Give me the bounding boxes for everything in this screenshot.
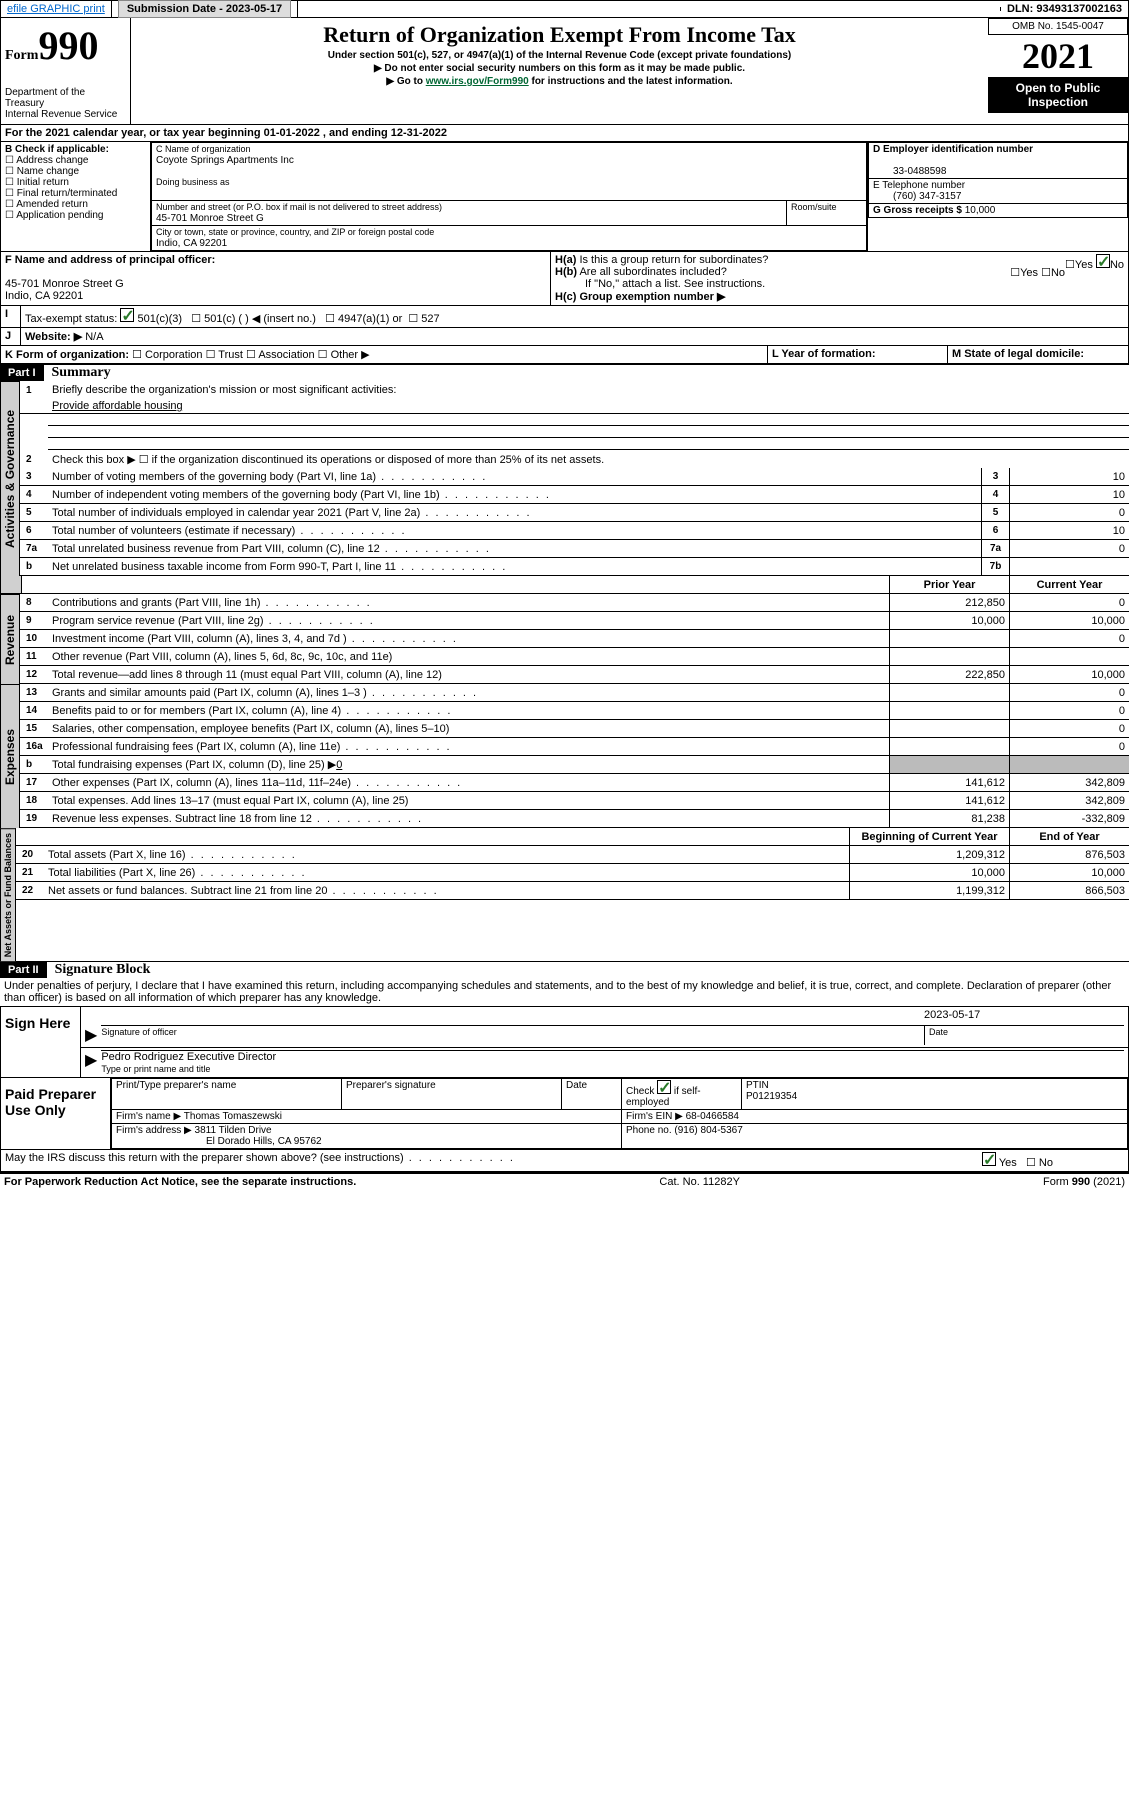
org-city: Indio, CA 92201: [156, 238, 227, 249]
top-bar: efile GRAPHIC print Submission Date - 20…: [0, 0, 1129, 18]
sign-here-block: Sign Here 2023-05-17 ▶Signature of offic…: [0, 1007, 1129, 1078]
dln-value: 93493137002163: [1036, 3, 1122, 15]
form-title: Return of Organization Exempt From Incom…: [135, 22, 984, 48]
open-public-badge: Open to Public Inspection: [988, 77, 1128, 113]
sig-date-value: 2023-05-17: [924, 1009, 1124, 1021]
form-header: Form990 Department of the Treasury Inter…: [0, 18, 1129, 125]
vtab-revenue: Revenue: [0, 594, 20, 684]
phone-value: (760) 347-3157: [873, 191, 961, 202]
part2-header: Part II Signature Block: [0, 961, 1129, 978]
paid-preparer-block: Paid Preparer Use Only Print/Type prepar…: [0, 1078, 1129, 1150]
dept-label: Department of the Treasury: [5, 87, 126, 109]
gross-receipts: 10,000: [965, 205, 996, 216]
form-prefix: Form: [5, 48, 38, 63]
info-block: B Check if applicable: ☐ Address change …: [0, 142, 1129, 252]
omb-label: OMB No. 1545-0047: [988, 18, 1128, 35]
section-f-label: F Name and address of principal officer:: [5, 254, 215, 266]
self-employed-checkbox[interactable]: [657, 1080, 671, 1094]
ein-value: 33-0488598: [873, 166, 946, 177]
submission-date-button[interactable]: Submission Date - 2023-05-17: [118, 0, 291, 18]
arrow-icon: ▶: [85, 1025, 97, 1045]
subtitle-1: Under section 501(c), 527, or 4947(a)(1)…: [135, 50, 984, 61]
form-number: 990: [38, 23, 98, 68]
website-value: N/A: [85, 331, 103, 343]
firm-ein: 68-0466584: [686, 1111, 739, 1122]
ptin-value: P01219354: [746, 1091, 797, 1102]
501c3-checkbox[interactable]: [120, 308, 134, 322]
mission-text: Provide affordable housing: [48, 399, 1129, 413]
firm-name: Thomas Tomaszewski: [184, 1111, 282, 1122]
section-b-label: B Check if applicable:: [5, 144, 109, 155]
efile-link[interactable]: efile GRAPHIC print: [7, 3, 105, 15]
form-footer: For Paperwork Reduction Act Notice, see …: [0, 1172, 1129, 1190]
val-3: 10: [1009, 468, 1129, 485]
subtitle-2: ▶ Do not enter social security numbers o…: [135, 63, 984, 74]
form-year: 2021: [988, 35, 1128, 77]
firm-phone: (916) 804-5367: [674, 1125, 742, 1136]
irs-discuss-yes-checkbox[interactable]: [982, 1152, 996, 1166]
dln-label: DLN:: [1007, 3, 1036, 15]
perjury-text: Under penalties of perjury, I declare th…: [0, 978, 1129, 1007]
org-name: Coyote Springs Apartments Inc: [156, 155, 294, 166]
vtab-netassets: Net Assets or Fund Balances: [0, 828, 16, 961]
part1-header: Part I Summary: [0, 364, 1129, 381]
vtab-expenses: Expenses: [0, 684, 20, 828]
org-address: 45-701 Monroe Street G: [156, 213, 264, 224]
ha-no-checkbox[interactable]: [1096, 254, 1110, 268]
vtab-governance: Activities & Governance: [0, 381, 20, 576]
officer-name: Pedro Rodriguez Executive Director: [101, 1051, 276, 1063]
form990-link[interactable]: www.irs.gov/Form990: [426, 76, 529, 87]
irs-label: Internal Revenue Service: [5, 109, 126, 120]
arrow-icon: ▶: [85, 1050, 97, 1075]
tax-year-line: For the 2021 calendar year, or tax year …: [1, 125, 1128, 141]
